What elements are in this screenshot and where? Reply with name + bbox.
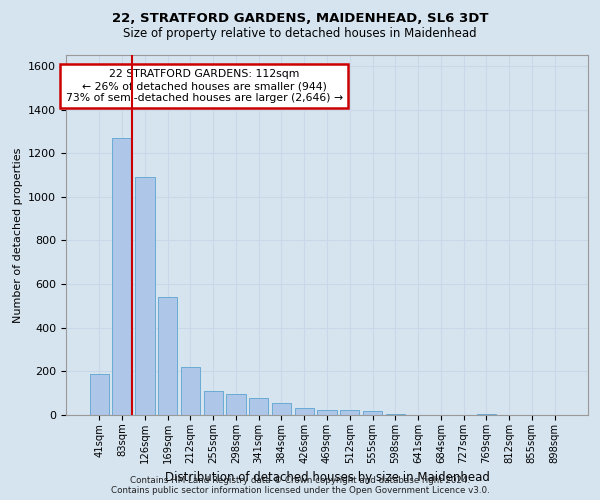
Bar <box>386 414 405 415</box>
Text: 22, STRATFORD GARDENS, MAIDENHEAD, SL6 3DT: 22, STRATFORD GARDENS, MAIDENHEAD, SL6 3… <box>112 12 488 26</box>
Bar <box>317 410 337 415</box>
Bar <box>340 410 359 415</box>
Bar <box>226 394 245 415</box>
Bar <box>135 177 155 415</box>
Bar <box>249 398 268 415</box>
Bar <box>295 408 314 415</box>
Bar <box>272 403 291 415</box>
Text: 22 STRATFORD GARDENS: 112sqm
← 26% of detached houses are smaller (944)
73% of s: 22 STRATFORD GARDENS: 112sqm ← 26% of de… <box>66 70 343 102</box>
Bar <box>90 374 109 415</box>
Y-axis label: Number of detached properties: Number of detached properties <box>13 148 23 322</box>
Text: Contains HM Land Registry data © Crown copyright and database right 2024.: Contains HM Land Registry data © Crown c… <box>130 476 470 485</box>
Bar <box>476 414 496 415</box>
Bar <box>203 391 223 415</box>
Bar <box>158 297 178 415</box>
X-axis label: Distribution of detached houses by size in Maidenhead: Distribution of detached houses by size … <box>164 472 490 484</box>
Bar <box>363 410 382 415</box>
Bar <box>181 367 200 415</box>
Text: Size of property relative to detached houses in Maidenhead: Size of property relative to detached ho… <box>123 28 477 40</box>
Text: Contains public sector information licensed under the Open Government Licence v3: Contains public sector information licen… <box>110 486 490 495</box>
Bar <box>112 138 132 415</box>
